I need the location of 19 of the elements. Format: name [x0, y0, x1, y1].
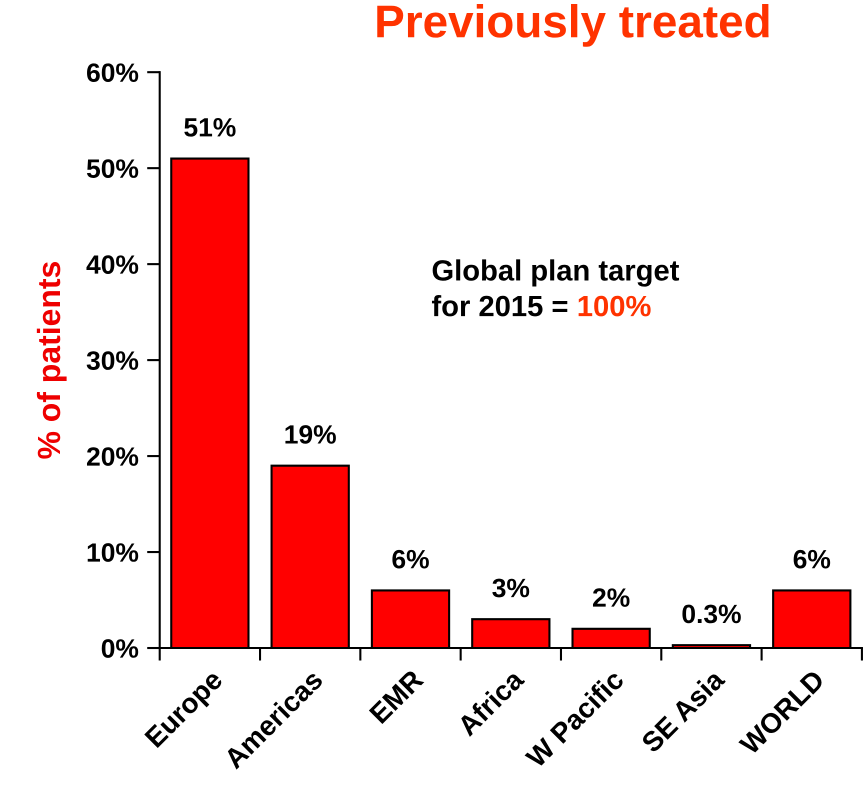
data-label: 3%: [492, 578, 530, 598]
y-tick-label: 60%: [87, 63, 138, 82]
y-tick-label: 10%: [88, 543, 138, 562]
y-tick-label: 30%: [86, 351, 138, 370]
data-label: 0.3%: [682, 604, 741, 624]
annotation: for 2015 =: [432, 294, 568, 316]
y-tick-label: 0%: [102, 639, 138, 658]
y-tick-label: 40%: [86, 255, 138, 274]
annotation: 100%: [578, 296, 651, 316]
data-label: 2%: [592, 588, 630, 607]
y-tick-label: 20%: [86, 447, 138, 466]
y-tick-label: 50%: [86, 159, 138, 178]
data-label: 6%: [392, 550, 429, 569]
data-label: 51%: [184, 118, 236, 137]
data-label: 19%: [285, 425, 336, 444]
y-axis-title: % of patients: [36, 262, 67, 459]
chart-title: Previously treated: [377, 4, 769, 47]
annotation: Global plan target: [432, 259, 680, 287]
data-label: 6%: [794, 550, 830, 569]
